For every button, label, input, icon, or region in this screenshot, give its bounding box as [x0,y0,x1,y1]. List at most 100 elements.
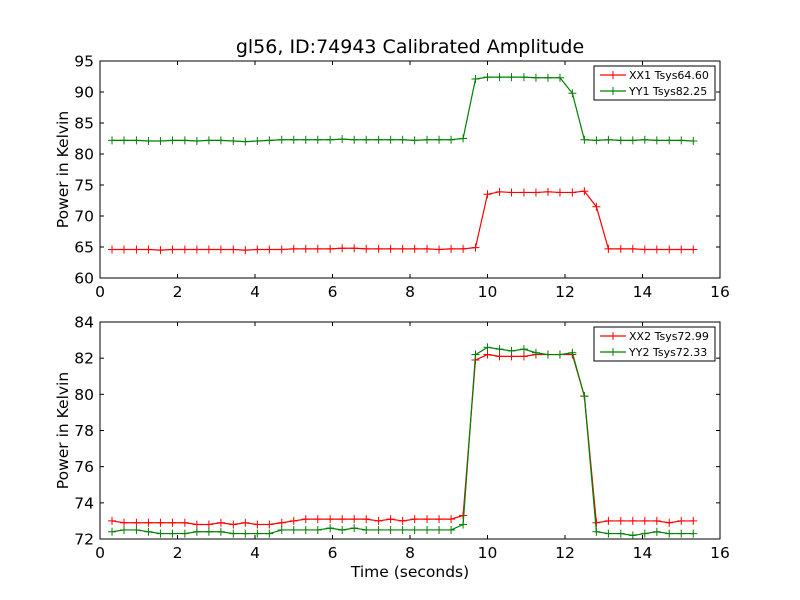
top-series-2-point [229,136,238,145]
top-series-2-point [628,136,637,145]
bottom-x-tick-label: 6 [328,544,338,562]
top-x-tick-label: 12 [555,283,575,301]
top-x-tick-label: 6 [328,283,338,301]
bottom-subplot: 0 2 4 6 8 10 12 14 16 72 74 76 78 80 82 84 Power in Kelv… [54,314,730,582]
top-series-2-point [216,136,225,145]
top-y-tick-label: 80 [74,146,94,164]
bottom-series-1-point [277,518,286,527]
bottom-series-2-point [253,529,262,538]
top-series-1-point [289,244,298,253]
top-series-2-point [592,136,601,145]
bottom-y-tick-label: 78 [74,422,94,440]
top-series-1-point [338,244,347,253]
bottom-series-2-point [689,529,698,538]
bottom-series-1-point [689,516,698,525]
top-series-2-point [156,136,165,145]
top-x-tick-label: 16 [710,283,730,301]
bottom-series-2-point [144,527,153,536]
bottom-series-2-point [192,527,201,536]
bottom-series-1-point [423,515,432,524]
top-series-1-point [592,202,601,211]
top-series-1-point [410,244,419,253]
top-series-2-point [277,135,286,144]
top-series-2-point [507,73,516,82]
bottom-legend-label-2: YY2 Tsys72.33 [628,346,707,359]
bottom-series-2-point [652,527,661,536]
top-series-2-point [495,73,504,82]
top-series-2-point [616,136,625,145]
bottom-x-axis-label: Time (seconds) [350,563,469,581]
bottom-x-tick-label: 14 [633,544,653,562]
top-x-tick-label: 0 [95,283,105,301]
bottom-series-2-point [180,529,189,538]
bottom-x-tick-label: 4 [250,544,260,562]
top-series-2-point [398,135,407,144]
bottom-legend-label-1: XX2 Tsys72.99 [629,330,709,343]
bottom-series-2-point [204,527,213,536]
bottom-x-tick-label: 12 [555,544,575,562]
bottom-x-tick-label: 10 [478,544,498,562]
bottom-series-2-point [580,392,589,401]
top-series-1-point [374,244,383,253]
bottom-legend [593,326,716,362]
bottom-series-2-point [265,529,274,538]
top-series-1-point [543,187,552,196]
bottom-series-1-point [265,520,274,529]
bottom-series-1-point [350,515,359,524]
bottom-series-1-point [216,518,225,527]
top-series-2-point [289,135,298,144]
top-y-tick-label: 85 [74,115,94,133]
bottom-series-1-point [677,516,686,525]
top-y-tick-label: 75 [74,177,94,195]
top-series-2-point [568,89,577,98]
bottom-series-2-point [156,529,165,538]
top-series-2-point [120,136,129,145]
top-series-1-point [132,245,141,254]
top-series-2-point [374,135,383,144]
bottom-series-2-point [168,529,177,538]
top-legend-marker-1 [609,71,617,79]
top-legend-label-1: XX1 Tsys64.60 [629,69,709,82]
bottom-series-2-point [483,343,492,352]
bottom-series-2-point [350,524,359,533]
top-x-tick-label: 14 [633,283,653,301]
bottom-series-1-point [435,515,444,524]
bottom-series-2-point [471,350,480,359]
top-y-tick-label: 95 [74,53,94,71]
top-series-1-point [326,244,335,253]
bottom-series-2-point [640,529,649,538]
top-series-2-point [519,73,528,82]
bottom-series-2-point [338,525,347,534]
bottom-series-2-point [447,525,456,534]
top-series-2-point [640,135,649,144]
bottom-series-2-point [568,348,577,357]
bottom-series-2-point [616,529,625,538]
top-series-1-point [265,245,274,254]
top-series-2-point [350,135,359,144]
top-series-2-point [362,135,371,144]
top-series-1-point [507,188,516,197]
top-series-1-point [483,190,492,199]
bottom-series-1-point [362,515,371,524]
bottom-series-1-point [229,520,238,529]
top-series-2-point [168,136,177,145]
top-legend-label-2: YY1 Tsys82.25 [628,85,707,98]
top-series-1-point [616,244,625,253]
bottom-series-1-point [326,515,335,524]
top-series-1-point [555,188,564,197]
bottom-series-1-point [241,518,250,527]
top-series-2-point [265,136,274,145]
bottom-series-2-point [410,525,419,534]
bottom-series-1-point [313,515,322,524]
top-series-1-point [435,245,444,254]
top-series-2-point [531,73,540,82]
top-x-tick-label: 8 [405,283,415,301]
bottom-series-1-point [447,515,456,524]
top-series-2-point [652,136,661,145]
top-series-2-point [543,73,552,82]
top-x-tick-label: 10 [478,283,498,301]
bottom-series-1-point [338,515,347,524]
bottom-x-tick-label: 8 [405,544,415,562]
bottom-series-1-point [616,516,625,525]
bottom-series-2-point [108,527,117,536]
